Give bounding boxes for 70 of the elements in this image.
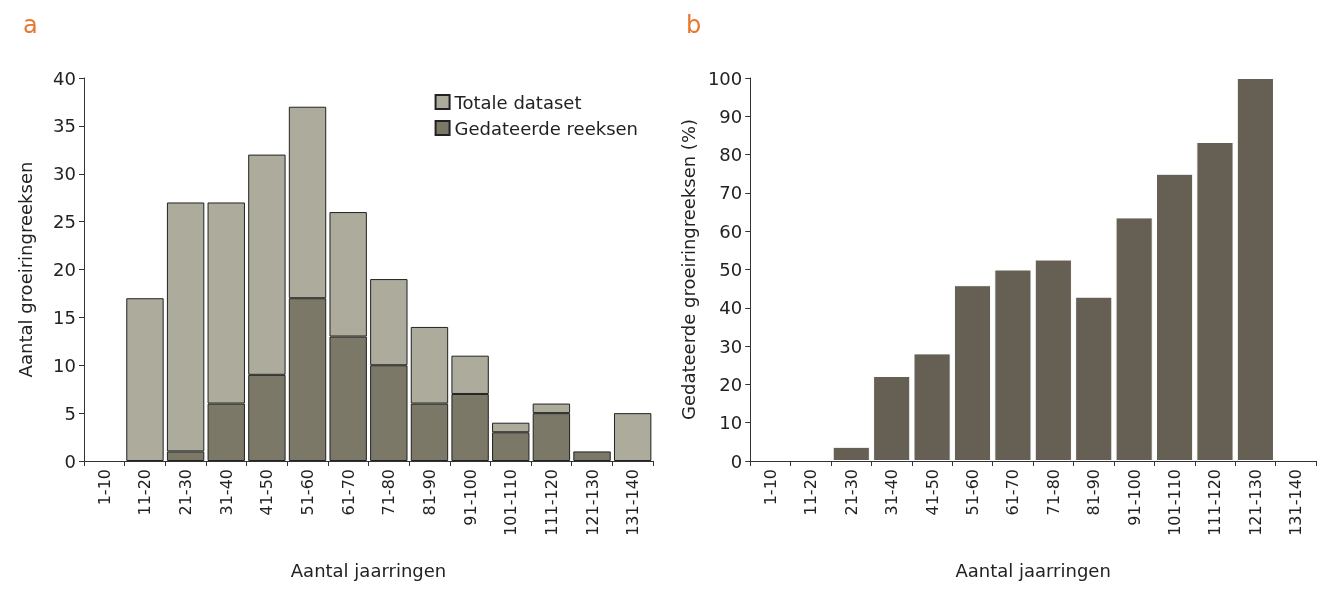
y-tick-label: 15 [53,306,76,328]
y-tick-label: 40 [53,67,76,89]
x-tick-label: 111-120 [541,469,561,536]
bar [994,269,1032,461]
x-tick-label: 31-40 [216,469,236,516]
y-tick-label: 50 [719,259,743,280]
x-tick-label: 1-10 [760,469,780,506]
bar [1155,173,1194,461]
y-tick-label: 5 [64,402,76,424]
x-tick-label: 41-50 [922,469,942,516]
y-tick-label: 25 [53,211,76,233]
bar [873,375,911,461]
x-tick-label: 101-110 [501,469,521,536]
y-tick-label: 20 [53,259,76,280]
x-tick-label: 31-40 [882,469,902,516]
x-tick-label: 101-110 [1165,469,1185,536]
bar [1236,78,1274,461]
y-tick-label: 20 [719,373,743,395]
bar [1075,296,1113,461]
x-tick-label: 51-60 [298,469,318,516]
x-tick-label: 111-120 [1205,469,1225,536]
y-tick-label: 40 [719,297,743,319]
y-axis-title: Gedateerde groeiringreeksen (%) [677,118,699,421]
bar [913,353,951,461]
y-tick-label: 80 [719,144,743,166]
y-axis-title: Aantal groeiringreeksen [14,161,36,378]
x-tick-label: 131-140 [1286,469,1306,536]
x-tick-label: 41-50 [257,469,277,516]
bar [613,413,652,461]
y-tick-label: 60 [719,220,743,242]
bar [832,446,870,461]
x-tick-label: 61-70 [338,469,358,516]
x-tick-label: 121-130 [1245,469,1265,536]
y-tick-label: 10 [53,354,76,376]
x-tick-label: 21-30 [841,469,861,516]
x-tick-label: 71-80 [379,469,399,516]
x-tick-label: 1-10 [94,469,114,506]
x-tick-label: 21-30 [176,469,196,516]
bar [1115,217,1153,461]
x-tick-label: 11-20 [801,469,821,516]
y-tick-label: 30 [53,163,76,185]
x-tick-label: 51-60 [963,469,983,516]
y-tick-label: 30 [719,335,743,357]
y-tick-label: 0 [64,450,76,472]
legend-label: Totale dataset [453,91,582,113]
y-tick-label: 70 [719,182,743,204]
x-tick-label: 61-70 [1003,469,1023,516]
x-axis-title: Aantal jaarringen [290,559,447,581]
bar [126,298,164,461]
y-tick-label: 10 [719,412,743,434]
x-tick-label: 91-100 [1124,469,1144,526]
x-tick-label: 91-100 [460,469,480,526]
y-tick-label: 35 [53,115,76,137]
y-tick-label: 90 [719,105,743,127]
x-tick-label: 11-20 [135,469,155,516]
legend-label: Gedateerde reeksen [454,117,639,139]
y-tick-label: 0 [730,450,743,472]
bar [953,285,992,461]
x-tick-label: 71-80 [1043,469,1063,516]
chart-title: a [23,11,38,39]
bar [1196,141,1234,461]
x-axis-title: Aantal jaarringen [955,559,1111,581]
bar [573,451,611,461]
bar [1034,259,1072,461]
x-tick-label: 121-130 [582,469,602,536]
x-tick-label: 131-140 [623,469,643,536]
y-tick-label: 100 [707,67,743,89]
x-tick-label: 81-90 [419,469,439,516]
chart-title: b [686,11,702,39]
x-tick-label: 81-90 [1084,469,1104,516]
